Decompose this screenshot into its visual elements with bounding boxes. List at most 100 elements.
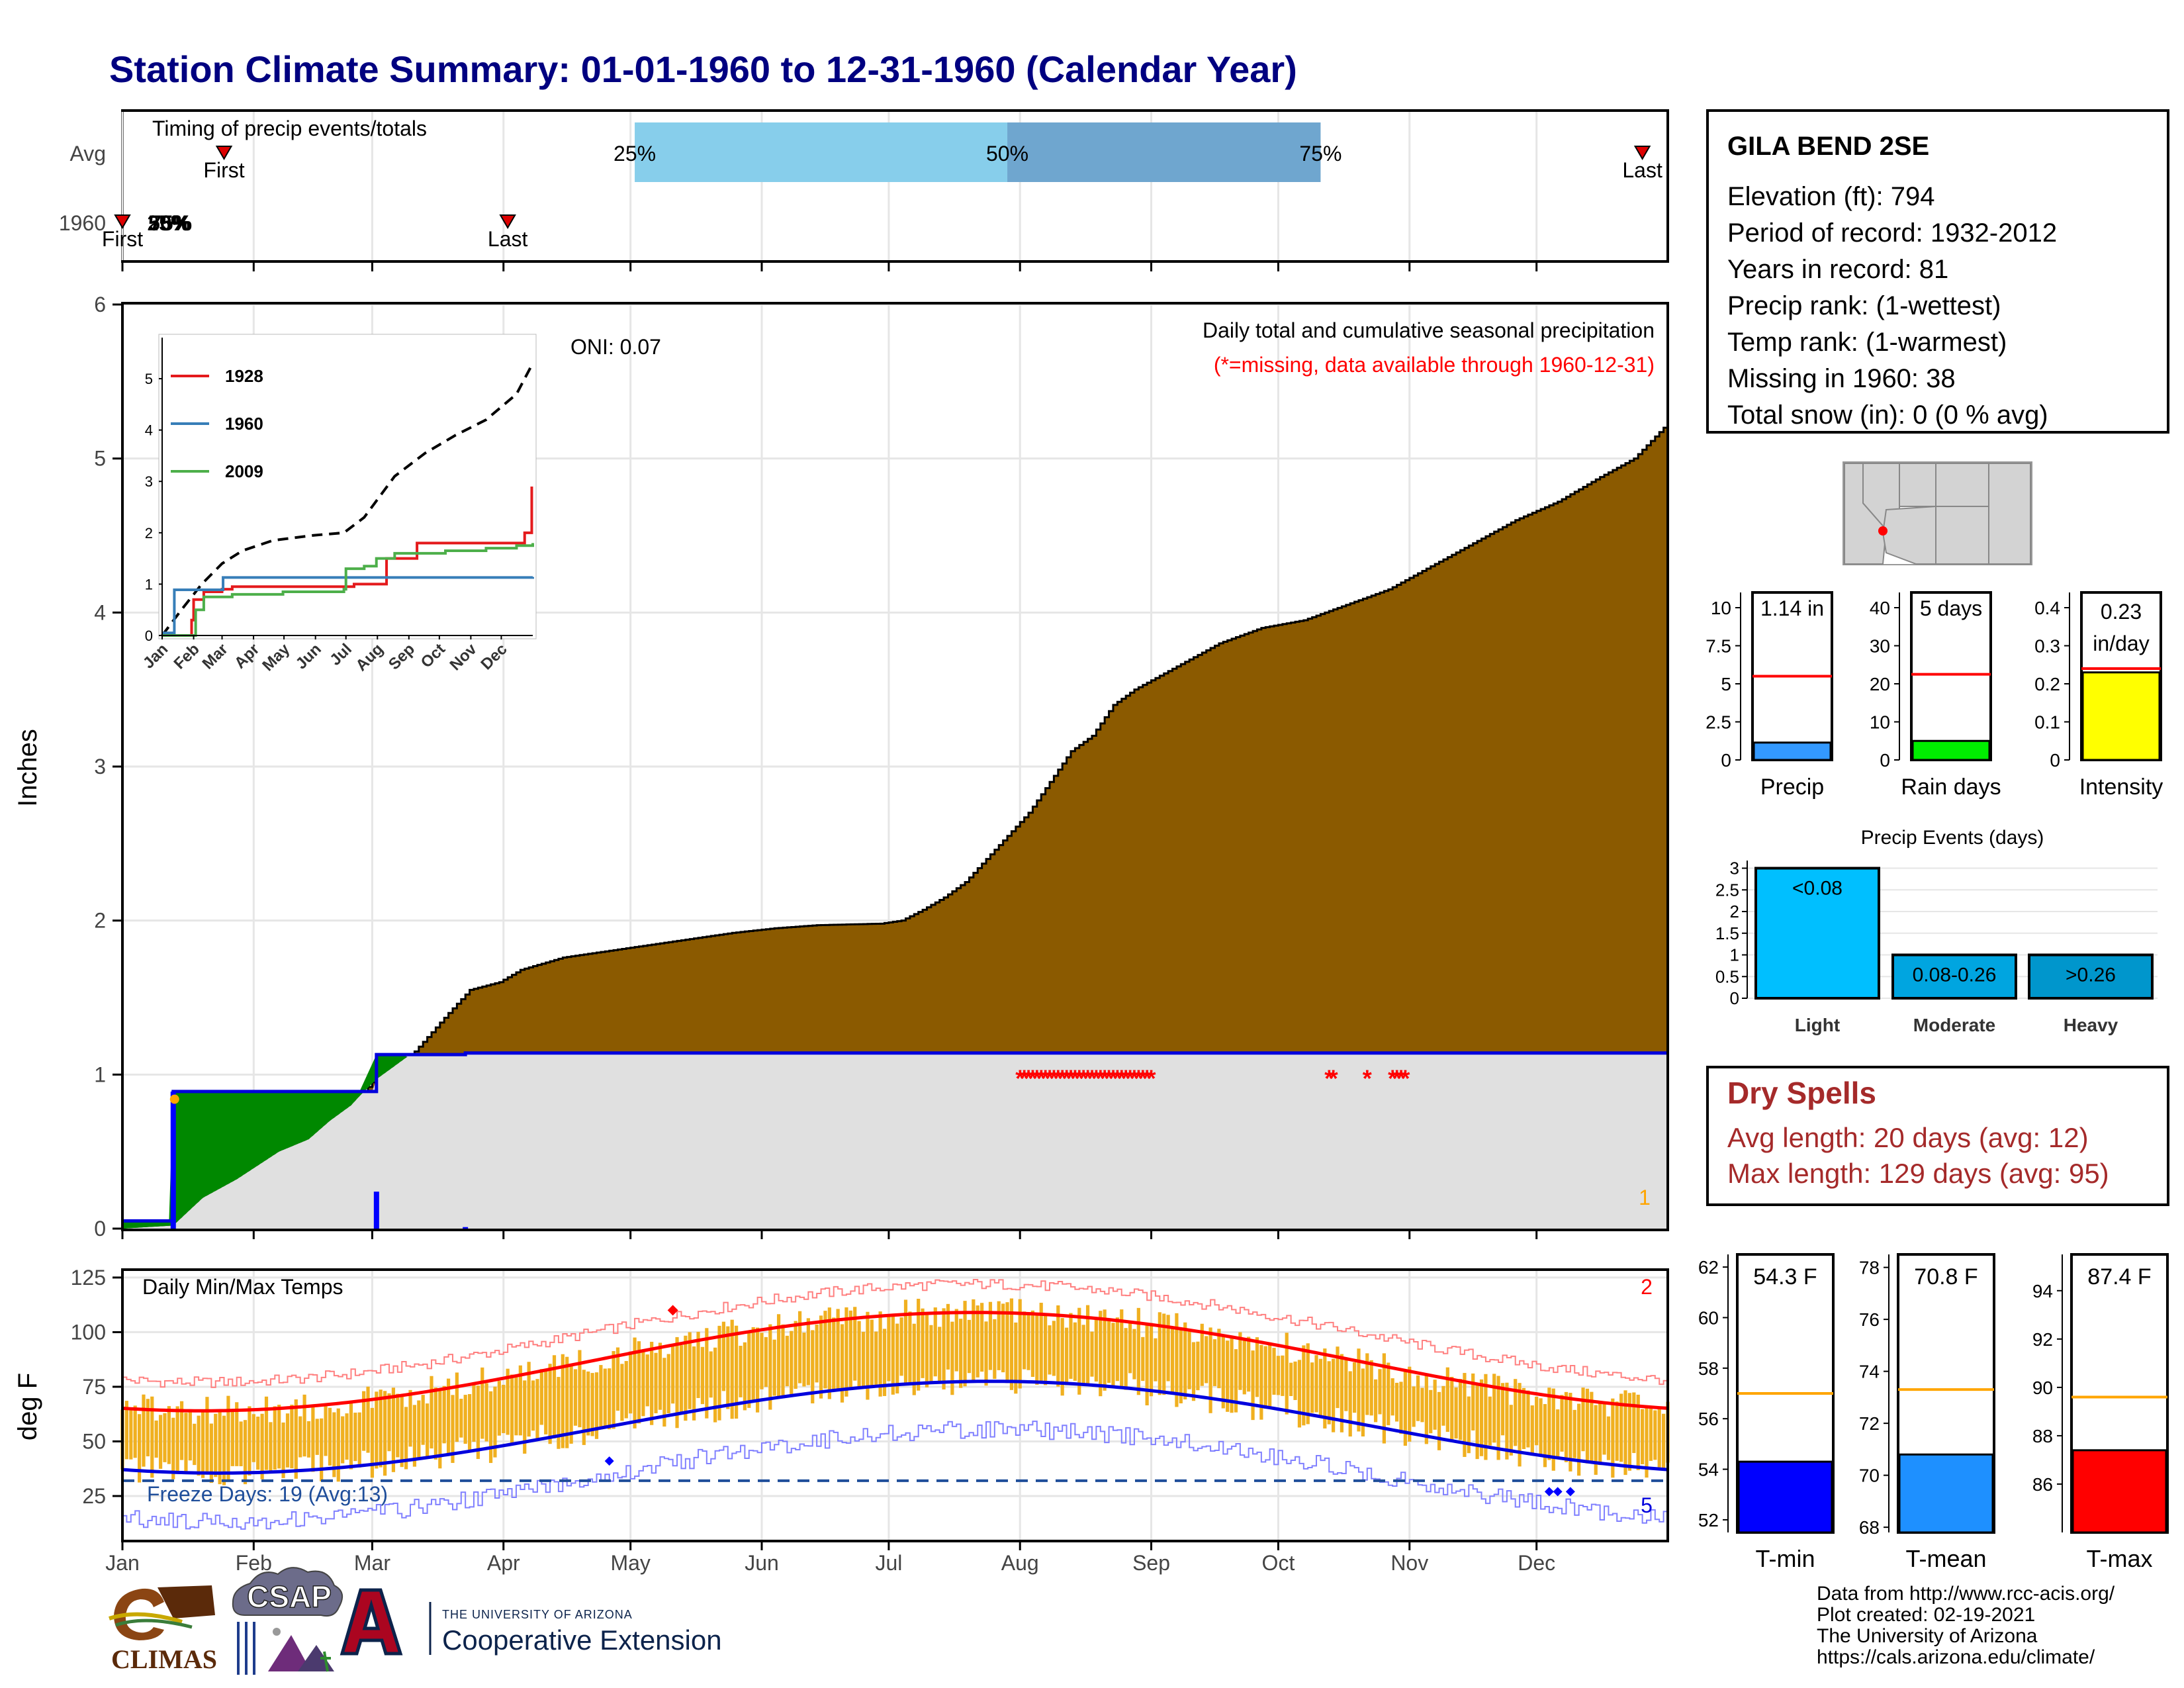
events-bar-label: >0.26 (2066, 964, 2116, 986)
temp-daily-bar (1187, 1331, 1191, 1389)
temp-bar-tick-label: 62 (1698, 1257, 1719, 1278)
temp-daily-bar (557, 1377, 561, 1449)
missing-day-marker: * (1020, 1064, 1029, 1092)
temp-bar-tick-label: 68 (1859, 1517, 1880, 1538)
temp-daily-bar (1005, 1302, 1009, 1383)
footer-line: https://cals.arizona.edu/climate/ (1817, 1646, 2095, 1668)
temp-daily-bar (531, 1380, 535, 1431)
temp-daily-bar (603, 1368, 607, 1429)
temp-daily-bar (844, 1307, 848, 1397)
precip-bar-tick-label: 0.2 (2034, 674, 2060, 694)
temp-daily-bar (1297, 1360, 1302, 1428)
temp-daily-bar (1208, 1327, 1212, 1413)
inset-series-line-2009 (162, 543, 534, 637)
temp-daily-bar (895, 1323, 899, 1394)
month-label: Sep (1132, 1551, 1170, 1575)
temp-daily-bar (1666, 1401, 1670, 1463)
temp-daily-bar (1429, 1389, 1433, 1434)
temp-daily-bar (735, 1325, 739, 1419)
missing-day-marker: * (1392, 1064, 1402, 1092)
temp-daily-bar (158, 1415, 163, 1469)
temp-daily-bar (1412, 1386, 1416, 1427)
temp-daily-bar (1154, 1338, 1158, 1382)
temp-daily-bar (273, 1406, 277, 1470)
avg-high-line (122, 1311, 1668, 1413)
temp-daily-bar (264, 1396, 269, 1470)
temp-daily-bar (205, 1397, 209, 1474)
month-label: Mar (354, 1551, 390, 1575)
temp-daily-bar (1332, 1358, 1336, 1432)
temp-daily-bar (1437, 1391, 1441, 1450)
temp-daily-bar (1039, 1303, 1043, 1382)
temp-daily-bar (1357, 1348, 1361, 1432)
temp-daily-bar (1585, 1388, 1590, 1464)
temp-daily-bar (1217, 1329, 1221, 1389)
temp-daily-bar (1272, 1348, 1276, 1395)
temp-daily-bar (848, 1310, 852, 1390)
temp-daily-bar (921, 1308, 925, 1378)
temp-daily-bar (396, 1393, 400, 1458)
inset-month-label: Jul (326, 640, 355, 669)
temp-daily-bar (375, 1391, 379, 1469)
precip-chart: ******************************** ** * **** … (13, 293, 1669, 1241)
temp-daily-bar (755, 1327, 760, 1413)
missing-day-marker: * (1130, 1064, 1139, 1092)
missing-day-marker: * (1329, 1064, 1338, 1092)
inset-legend-label: 1928 (225, 366, 263, 386)
temp-daily-bar (1353, 1362, 1357, 1413)
temp-daily-bar (806, 1318, 810, 1385)
month-label: Jun (745, 1551, 779, 1575)
temp-daily-bar (726, 1326, 730, 1409)
temp-daily-bar (1255, 1337, 1259, 1397)
temp-daily-bar (1289, 1362, 1293, 1396)
temp-daily-bar (184, 1413, 188, 1472)
temp-bar-t-mean (1898, 1453, 1994, 1534)
temp-daily-bar (942, 1308, 946, 1390)
inset-bg (158, 334, 537, 639)
map-bg (1843, 461, 2032, 565)
temp-daily-bar (527, 1362, 531, 1437)
temp-bar-tick-label: 78 (1859, 1258, 1880, 1278)
temp-daily-bar (1399, 1382, 1403, 1434)
temp-daily-bar (1560, 1395, 1564, 1452)
temp-daily-bar (1539, 1398, 1543, 1455)
avg-first-marker (215, 146, 233, 160)
temp-daily-bar (324, 1405, 328, 1456)
precip-events-chart: Precip Events (days) 00.511.5 2 2.5 3 <0.08 L… (1715, 827, 2158, 1035)
temp-daily-bar (362, 1391, 366, 1451)
inset-month-label: Dec (477, 640, 510, 673)
temp-daily-bar (1653, 1410, 1657, 1460)
precip-bar-tick-label: 20 (1870, 674, 1890, 694)
temp-daily-bar (235, 1402, 239, 1466)
events-tick-label: 1 (1730, 945, 1739, 965)
missing-day-marker: * (1363, 1064, 1372, 1092)
precip-bar-tick-label: 0 (1721, 750, 1731, 771)
temp-daily-bar (713, 1347, 717, 1423)
temp-daily-bar (1416, 1375, 1420, 1421)
temp-daily-bar (730, 1319, 734, 1419)
temp-daily-bar (336, 1408, 340, 1482)
temp-daily-bar (1285, 1333, 1289, 1415)
temp-daily-bar (853, 1307, 857, 1381)
station-location-dot (1878, 526, 1888, 536)
temp-daily-bar (222, 1415, 226, 1485)
temp-daily-bar (1136, 1307, 1140, 1395)
oni-label: ONI: 0.07 (570, 335, 661, 359)
temp-daily-bar (823, 1311, 827, 1389)
missing-day-marker: * (1083, 1064, 1093, 1092)
temp-daily-bar (1378, 1369, 1382, 1415)
inset-month-label: Sep (385, 640, 418, 673)
temp-daily-bar (1340, 1354, 1344, 1432)
events-category-label: Moderate (1913, 1015, 1995, 1035)
temp-daily-bar (1619, 1393, 1623, 1462)
avg-first-label: First (203, 158, 244, 182)
missing-day-marker: * (1388, 1064, 1397, 1092)
temp-daily-bar (188, 1411, 192, 1461)
temp-daily-bar (933, 1307, 937, 1377)
missing-day-marker: * (1075, 1064, 1084, 1092)
missing-day-marker: * (1117, 1064, 1126, 1092)
precip-bar-tick-label: 40 (1870, 598, 1890, 618)
temp-ylabel: deg F (13, 1373, 42, 1440)
temp-daily-bar (298, 1416, 302, 1458)
